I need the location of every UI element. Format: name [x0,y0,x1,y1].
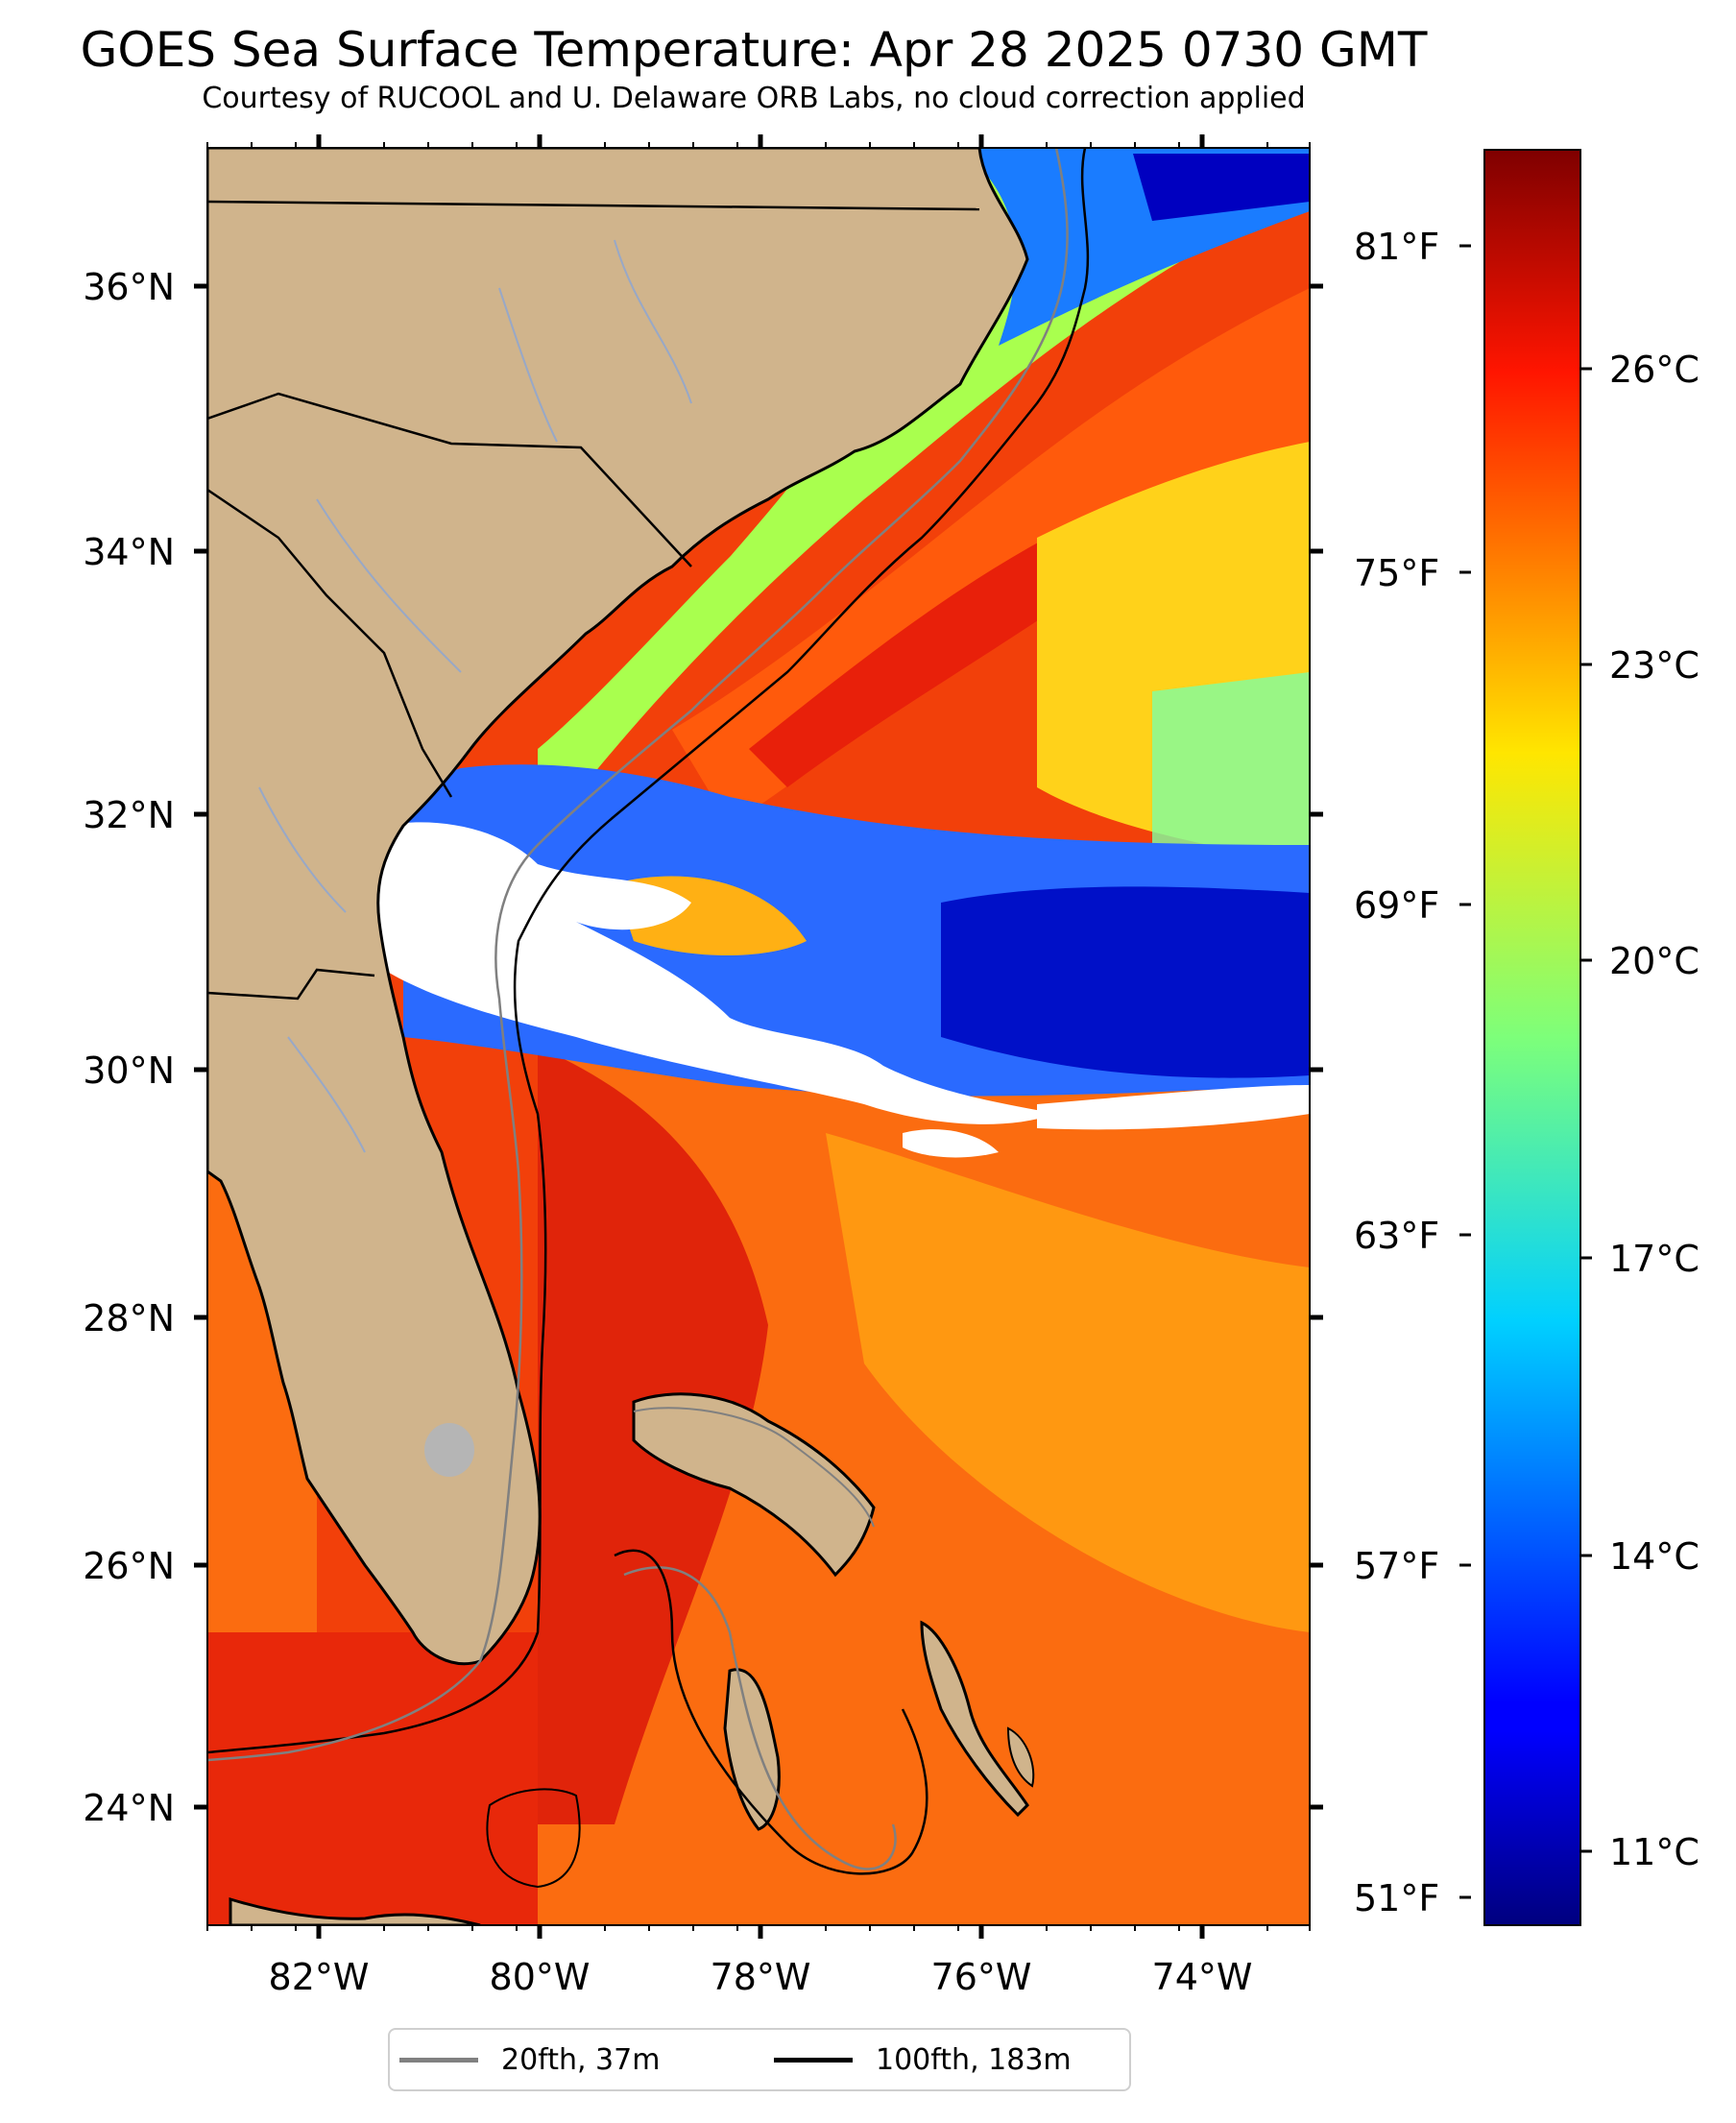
sst-south [207,1632,538,1925]
legend-item-100fth: 100fth, 183m [774,2030,1072,2089]
fahrenheit-tick-label: 69°F [1354,884,1439,927]
celsius-tick-label: 17°C [1609,1238,1700,1280]
celsius-scale: 26°C 23°C 20°C 17°C 14°C 11°C [1580,349,1700,1873]
isobath-100fth-cay-sal [486,1788,581,1889]
island-cat [1006,1726,1035,1788]
lon-tick-label: 80°W [490,1956,591,1998]
sst-green-east [1152,672,1310,883]
lon-tick-label: 78°W [711,1956,811,1998]
lake-okeechobee [424,1423,474,1477]
celsius-tick-label: 20°C [1609,940,1700,982]
sst-very-cold-band [941,886,1310,1078]
lat-tick-label: 28°N [83,1297,175,1339]
island-cuba-north [229,1896,481,1925]
isobath-legend: 20fth, 37m 100fth, 183m [388,2028,1131,2091]
lat-tick-label: 36°N [83,266,175,308]
lon-tick-label: 82°W [269,1956,370,1998]
rivers [258,239,692,1153]
isobath-20fth-great-bahama-bank [623,1566,897,1870]
major-ticks [194,134,1323,1939]
lon-tick-label: 76°W [931,1956,1032,1998]
map-area [207,148,1310,1925]
legend-swatch-100fth [774,2057,853,2063]
isobath-20fth-grand-bahama [633,1407,875,1528]
celsius-tick-label: 11°C [1609,1831,1700,1873]
fahrenheit-tick-label: 57°F [1354,1545,1439,1587]
celsius-tick-label: 14°C [1609,1535,1700,1578]
lat-tick-label: 32°N [83,794,175,836]
legend-swatch-20fth [399,2057,478,2063]
lat-tick-label: 24°N [83,1787,175,1829]
sst-gulf-stream-core [749,538,1047,787]
sst-yellow-orange [826,1133,1310,1632]
colorbar [1483,149,1581,1926]
celsius-tick-label: 23°C [1609,644,1700,687]
state-border-ga-fl [207,968,375,1001]
isobath-20fth [207,148,1069,1762]
fahrenheit-tick-label: 81°F [1354,226,1439,268]
fahrenheit-scale: 81°F 75°F 69°F 63°F 57°F 51°F [1354,226,1471,1919]
fahrenheit-tick-label: 51°F [1354,1877,1439,1919]
sst-very-cold-north [1133,154,1310,221]
lon-axis-labels: 82°W 80°W 78°W 76°W 74°W [269,1956,1253,1998]
legend-label-20fth: 20fth, 37m [501,2042,661,2077]
lon-tick-label: 74°W [1152,1956,1253,1998]
legend-label-100fth: 100fth, 183m [876,2042,1072,2077]
cloud-strip [1037,1085,1310,1130]
celsius-tick-label: 26°C [1609,349,1700,391]
fahrenheit-tick-label: 75°F [1354,552,1439,594]
island-eleuthera [920,1620,1029,1818]
state-border-sc-ga [207,488,453,798]
state-border-nc-sc [207,392,692,567]
fahrenheit-tick-label: 63°F [1354,1215,1439,1257]
legend-item-20fth: 20fth, 37m [399,2030,660,2089]
map-subtitle: Courtesy of RUCOOL and U. Delaware ORB L… [202,82,1306,115]
minor-ticks [206,142,1311,1931]
isobath-100fth-great-bahama-bank [614,1549,928,1875]
island-grand-bahama [632,1392,876,1578]
lat-tick-label: 26°N [83,1545,175,1587]
map-title: GOES Sea Surface Temperature: Apr 28 202… [80,22,1428,78]
land-mainland [207,148,1029,1666]
lat-tick-label: 34°N [83,531,175,573]
cloud-fleck [903,1129,999,1158]
lat-axis-labels: 24°N 26°N 28°N 30°N 32°N 34°N 36°N [83,266,175,1829]
lat-tick-label: 30°N [83,1049,175,1092]
isobath-100fth [207,148,1090,1754]
state-border-va-nc [207,200,980,211]
